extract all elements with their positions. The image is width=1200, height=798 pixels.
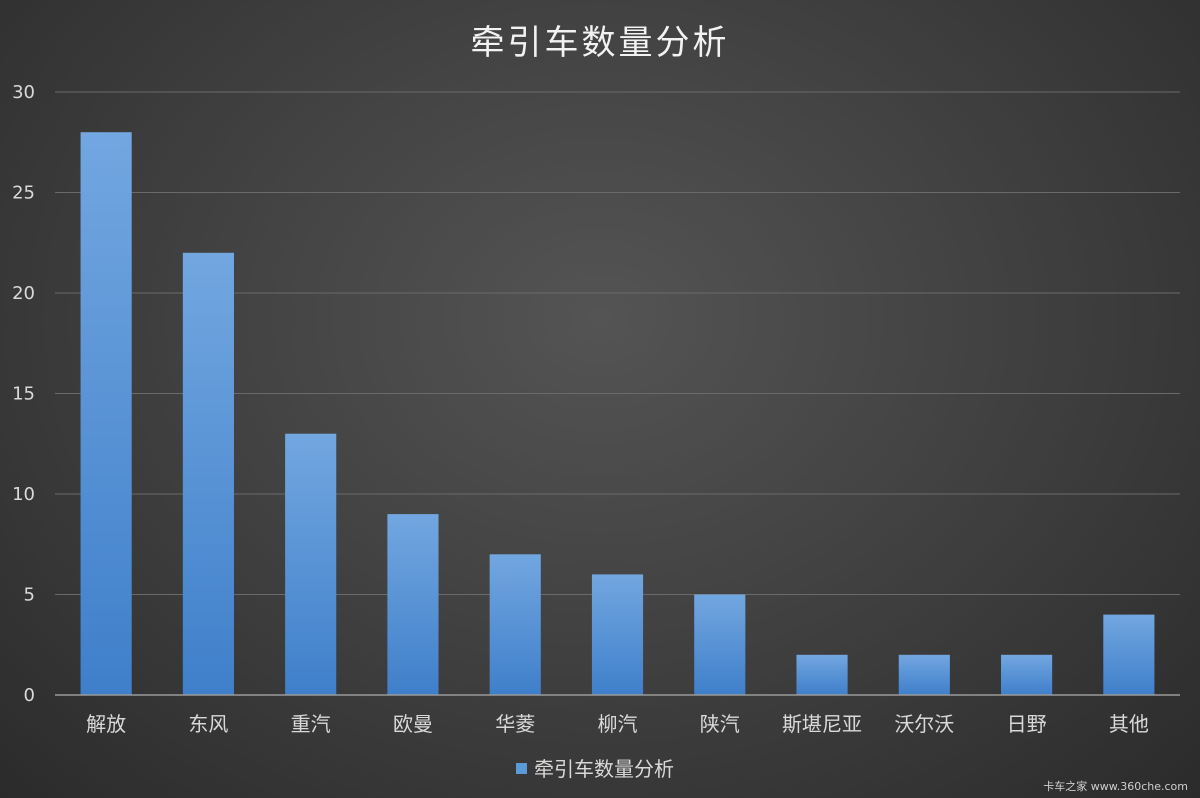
x-category-label: 陕汽: [700, 712, 740, 736]
bar-10: [1001, 654, 1053, 695]
y-tick-label: 15: [12, 384, 35, 405]
x-category-label: 解放: [86, 712, 126, 736]
x-category-label: 沃尔沃: [894, 712, 954, 736]
x-category-label: 欧曼: [393, 712, 433, 736]
bar-1: [80, 132, 132, 695]
y-tick-label: 30: [12, 82, 35, 103]
legend-swatch: [516, 763, 527, 774]
x-category-label: 重汽: [291, 712, 331, 736]
x-category-label: 华菱: [495, 712, 535, 736]
x-axis-labels: 解放 东风 重汽 欧曼 华菱 柳汽 陕汽 斯堪尼亚 沃尔沃 日野 其他: [86, 712, 1149, 736]
bar-6: [591, 574, 644, 695]
x-category-label: 其他: [1109, 712, 1149, 736]
bar-11: [1103, 614, 1155, 695]
watermark: 卡车之家 www.360che.com: [1043, 779, 1188, 793]
y-tick-label: 25: [12, 183, 35, 204]
bar-3: [285, 433, 337, 695]
y-tick-label: 5: [24, 585, 35, 606]
bars: [80, 132, 1155, 696]
x-category-label: 东风: [188, 712, 228, 736]
bar-5: [489, 554, 541, 695]
bar-4: [387, 514, 439, 695]
legend-label: 牵引车数量分析: [534, 757, 674, 781]
bar-8: [796, 654, 848, 695]
y-tick-label: 10: [12, 484, 35, 505]
y-tick-label: 0: [24, 685, 35, 706]
x-category-label: 斯堪尼亚: [782, 712, 862, 736]
y-tick-label: 20: [12, 283, 35, 304]
x-category-label: 柳汽: [598, 712, 638, 736]
legend: 牵引车数量分析: [516, 757, 674, 781]
chart-title: 牵引车数量分析: [471, 23, 730, 63]
x-category-label: 日野: [1007, 712, 1047, 736]
y-axis-ticks: 0 5 10 15 20 25 30: [12, 82, 35, 706]
bar-2: [182, 252, 234, 696]
bar-9: [898, 654, 950, 695]
bar-7: [694, 594, 746, 695]
gridlines: [55, 91, 1180, 595]
